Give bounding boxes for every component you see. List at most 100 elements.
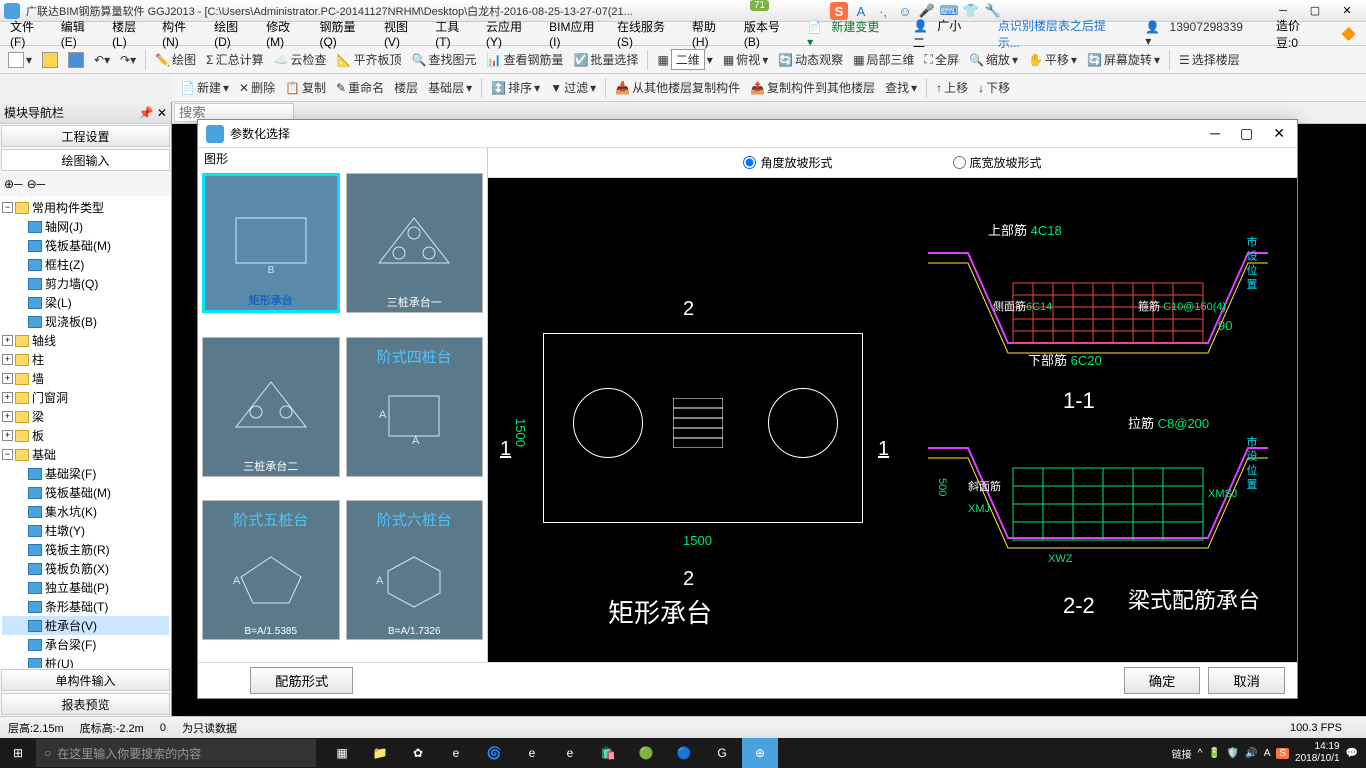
copy-to-button[interactable]: 📤复制构件到其他楼层	[746, 77, 879, 98]
menu-file[interactable]: 文件(F)	[4, 18, 55, 49]
radio-width[interactable]: 底宽放坡形式	[953, 154, 1042, 171]
copy-button[interactable]: 📋复制	[281, 77, 330, 98]
menu-view[interactable]: 视图(V)	[378, 18, 429, 49]
tree-item[interactable]: 柱墩(Y)	[2, 521, 169, 540]
app-icon[interactable]: ✿	[400, 738, 436, 768]
tree-item[interactable]: 集水坑(K)	[2, 502, 169, 521]
ime-skin-icon[interactable]: 👕	[962, 2, 980, 20]
flat-button[interactable]: 📐平齐板顶	[333, 49, 406, 70]
undo-button[interactable]: ↶▾	[90, 51, 114, 69]
local3d-button[interactable]: ▦局部三维	[849, 49, 918, 70]
zoom-button[interactable]: 🔍缩放▾	[965, 49, 1022, 70]
find-button[interactable]: 🔍查找图元	[408, 49, 481, 70]
app-icon[interactable]: 🛍️	[590, 738, 626, 768]
dialog-maximize[interactable]: ▢	[1236, 125, 1257, 142]
tree-cat[interactable]: +板	[2, 426, 169, 445]
menu-draw[interactable]: 绘图(D)	[208, 18, 260, 49]
down-button[interactable]: ↓下移	[974, 77, 1014, 98]
tree-item[interactable]: 梁(L)	[2, 293, 169, 312]
app-icon[interactable]: 🔵	[666, 738, 702, 768]
menu-online[interactable]: 在线服务(S)	[611, 18, 686, 49]
shape-tri1[interactable]: 三桩承台一	[346, 173, 484, 313]
sum-button[interactable]: Σ 汇总计算	[202, 49, 267, 70]
pin-icon[interactable]: 📌 ✕	[139, 106, 167, 120]
app-icon[interactable]: G	[704, 738, 740, 768]
tree-cat[interactable]: −基础	[2, 445, 169, 464]
tree-item[interactable]: 基础梁(F)	[2, 464, 169, 483]
tree-item[interactable]: 筏板基础(M)	[2, 236, 169, 255]
tray-icon[interactable]: 🛡️	[1227, 748, 1239, 759]
save-button[interactable]	[64, 50, 88, 70]
tree-cat[interactable]: +门窗洞	[2, 388, 169, 407]
tree-item[interactable]: 筏板基础(M)	[2, 483, 169, 502]
tree-item[interactable]: 条形基础(T)	[2, 597, 169, 616]
shape-rect[interactable]: B 矩形承台	[202, 173, 340, 313]
ime-a-icon[interactable]: A	[852, 2, 870, 20]
tree-root[interactable]: −常用构件类型	[2, 198, 169, 217]
tree-cat[interactable]: +柱	[2, 350, 169, 369]
tray-icon[interactable]: ^	[1198, 748, 1203, 759]
expand-icon[interactable]: ⊕─	[4, 177, 23, 191]
find2-button[interactable]: 查找▾	[881, 77, 921, 98]
taskbar-clock[interactable]: 14:192018/10/1	[1295, 741, 1340, 765]
sort-button[interactable]: ↕️排序▾	[487, 77, 544, 98]
app-icon[interactable]: e	[514, 738, 550, 768]
ok-button[interactable]: 确定	[1124, 667, 1201, 694]
taskbar-search[interactable]: ○ 在这里输入你要搜索的内容	[36, 739, 316, 767]
pan-button[interactable]: ✋平移▾	[1024, 49, 1081, 70]
tab-report[interactable]: 报表预览	[1, 693, 170, 715]
notification-icon[interactable]: 💬	[1346, 748, 1358, 759]
shape-step4[interactable]: 阶式四桩台 AA	[346, 337, 484, 477]
tree-item[interactable]: 框柱(Z)	[2, 255, 169, 274]
menu-modify[interactable]: 修改(M)	[260, 18, 313, 49]
menu-rebar[interactable]: 钢筋量(Q)	[313, 18, 377, 49]
new-doc-button[interactable]: ▾	[4, 50, 36, 70]
dim-select[interactable]: ▦ 二维▾	[653, 47, 716, 72]
tab-draw[interactable]: 绘图输入	[1, 149, 170, 171]
dialog-close[interactable]: ✕	[1269, 125, 1289, 142]
view-rebar-button[interactable]: 📊查看钢筋量	[483, 49, 568, 70]
phone-label[interactable]: 👤 13907298339 ▾	[1139, 20, 1262, 48]
tray-icon[interactable]: 🔋	[1208, 748, 1220, 759]
up-button[interactable]: ↑上移	[932, 77, 972, 98]
menu-help[interactable]: 帮助(H)	[686, 18, 738, 49]
cancel-button[interactable]: 取消	[1208, 667, 1285, 694]
menu-cloud[interactable]: 云应用(Y)	[480, 18, 543, 49]
tree-item[interactable]: 剪力墙(Q)	[2, 274, 169, 293]
ime-mic-icon[interactable]: 🎤	[918, 2, 936, 20]
rotate-button[interactable]: 🔄屏幕旋转▾	[1083, 49, 1164, 70]
tree-item[interactable]: 筏板负筋(X)	[2, 559, 169, 578]
tree-item[interactable]: 桩(U)	[2, 654, 169, 668]
identify-link[interactable]: 点识别楼层表之后提示...	[992, 17, 1131, 51]
batch-button[interactable]: ☑️批量选择	[569, 49, 642, 70]
app-icon[interactable]: ▦	[324, 738, 360, 768]
filter-button[interactable]: ▼过滤▾	[546, 77, 600, 98]
tray-icon[interactable]: A	[1264, 748, 1271, 759]
copy-from-button[interactable]: 📥从其他楼层复制构件	[611, 77, 744, 98]
draw-button[interactable]: ✏️绘图	[151, 49, 200, 70]
shape-tri2[interactable]: 三桩承台二	[202, 337, 340, 477]
tab-project[interactable]: 工程设置	[1, 125, 170, 147]
tray-sogou[interactable]: S	[1276, 748, 1289, 759]
ime-emoji-icon[interactable]: ☺	[896, 2, 914, 20]
new-comp-button[interactable]: 📄新建▾	[176, 77, 233, 98]
app-icon[interactable]: 🌀	[476, 738, 512, 768]
tree-cat[interactable]: +墙	[2, 369, 169, 388]
tree-item[interactable]: 独立基础(P)	[2, 578, 169, 597]
tab-single[interactable]: 单构件输入	[1, 669, 170, 691]
tray-icon[interactable]: 🔊	[1245, 748, 1257, 759]
tree-item[interactable]: 承台梁(F)	[2, 635, 169, 654]
app-icon[interactable]: ⊕	[742, 738, 778, 768]
menu-component[interactable]: 构件(N)	[156, 18, 208, 49]
tree-item[interactable]: 轴网(J)	[2, 217, 169, 236]
tree-cat[interactable]: +轴线	[2, 331, 169, 350]
collapse-icon[interactable]: ⊖─	[27, 177, 46, 191]
dynamic-button[interactable]: 🔄动态观察	[774, 49, 847, 70]
redo-button[interactable]: ↷▾	[116, 51, 140, 69]
topview-button[interactable]: ▦俯视▾	[719, 49, 772, 70]
tree-cat[interactable]: +梁	[2, 407, 169, 426]
base-select[interactable]: 基础层▾	[424, 77, 476, 98]
radio-angle[interactable]: 角度放坡形式	[743, 154, 832, 171]
cloud-check-button[interactable]: ☁️云检查	[270, 49, 331, 70]
shape-step6[interactable]: 阶式六桩台 A B=A/1.7326	[346, 500, 484, 640]
